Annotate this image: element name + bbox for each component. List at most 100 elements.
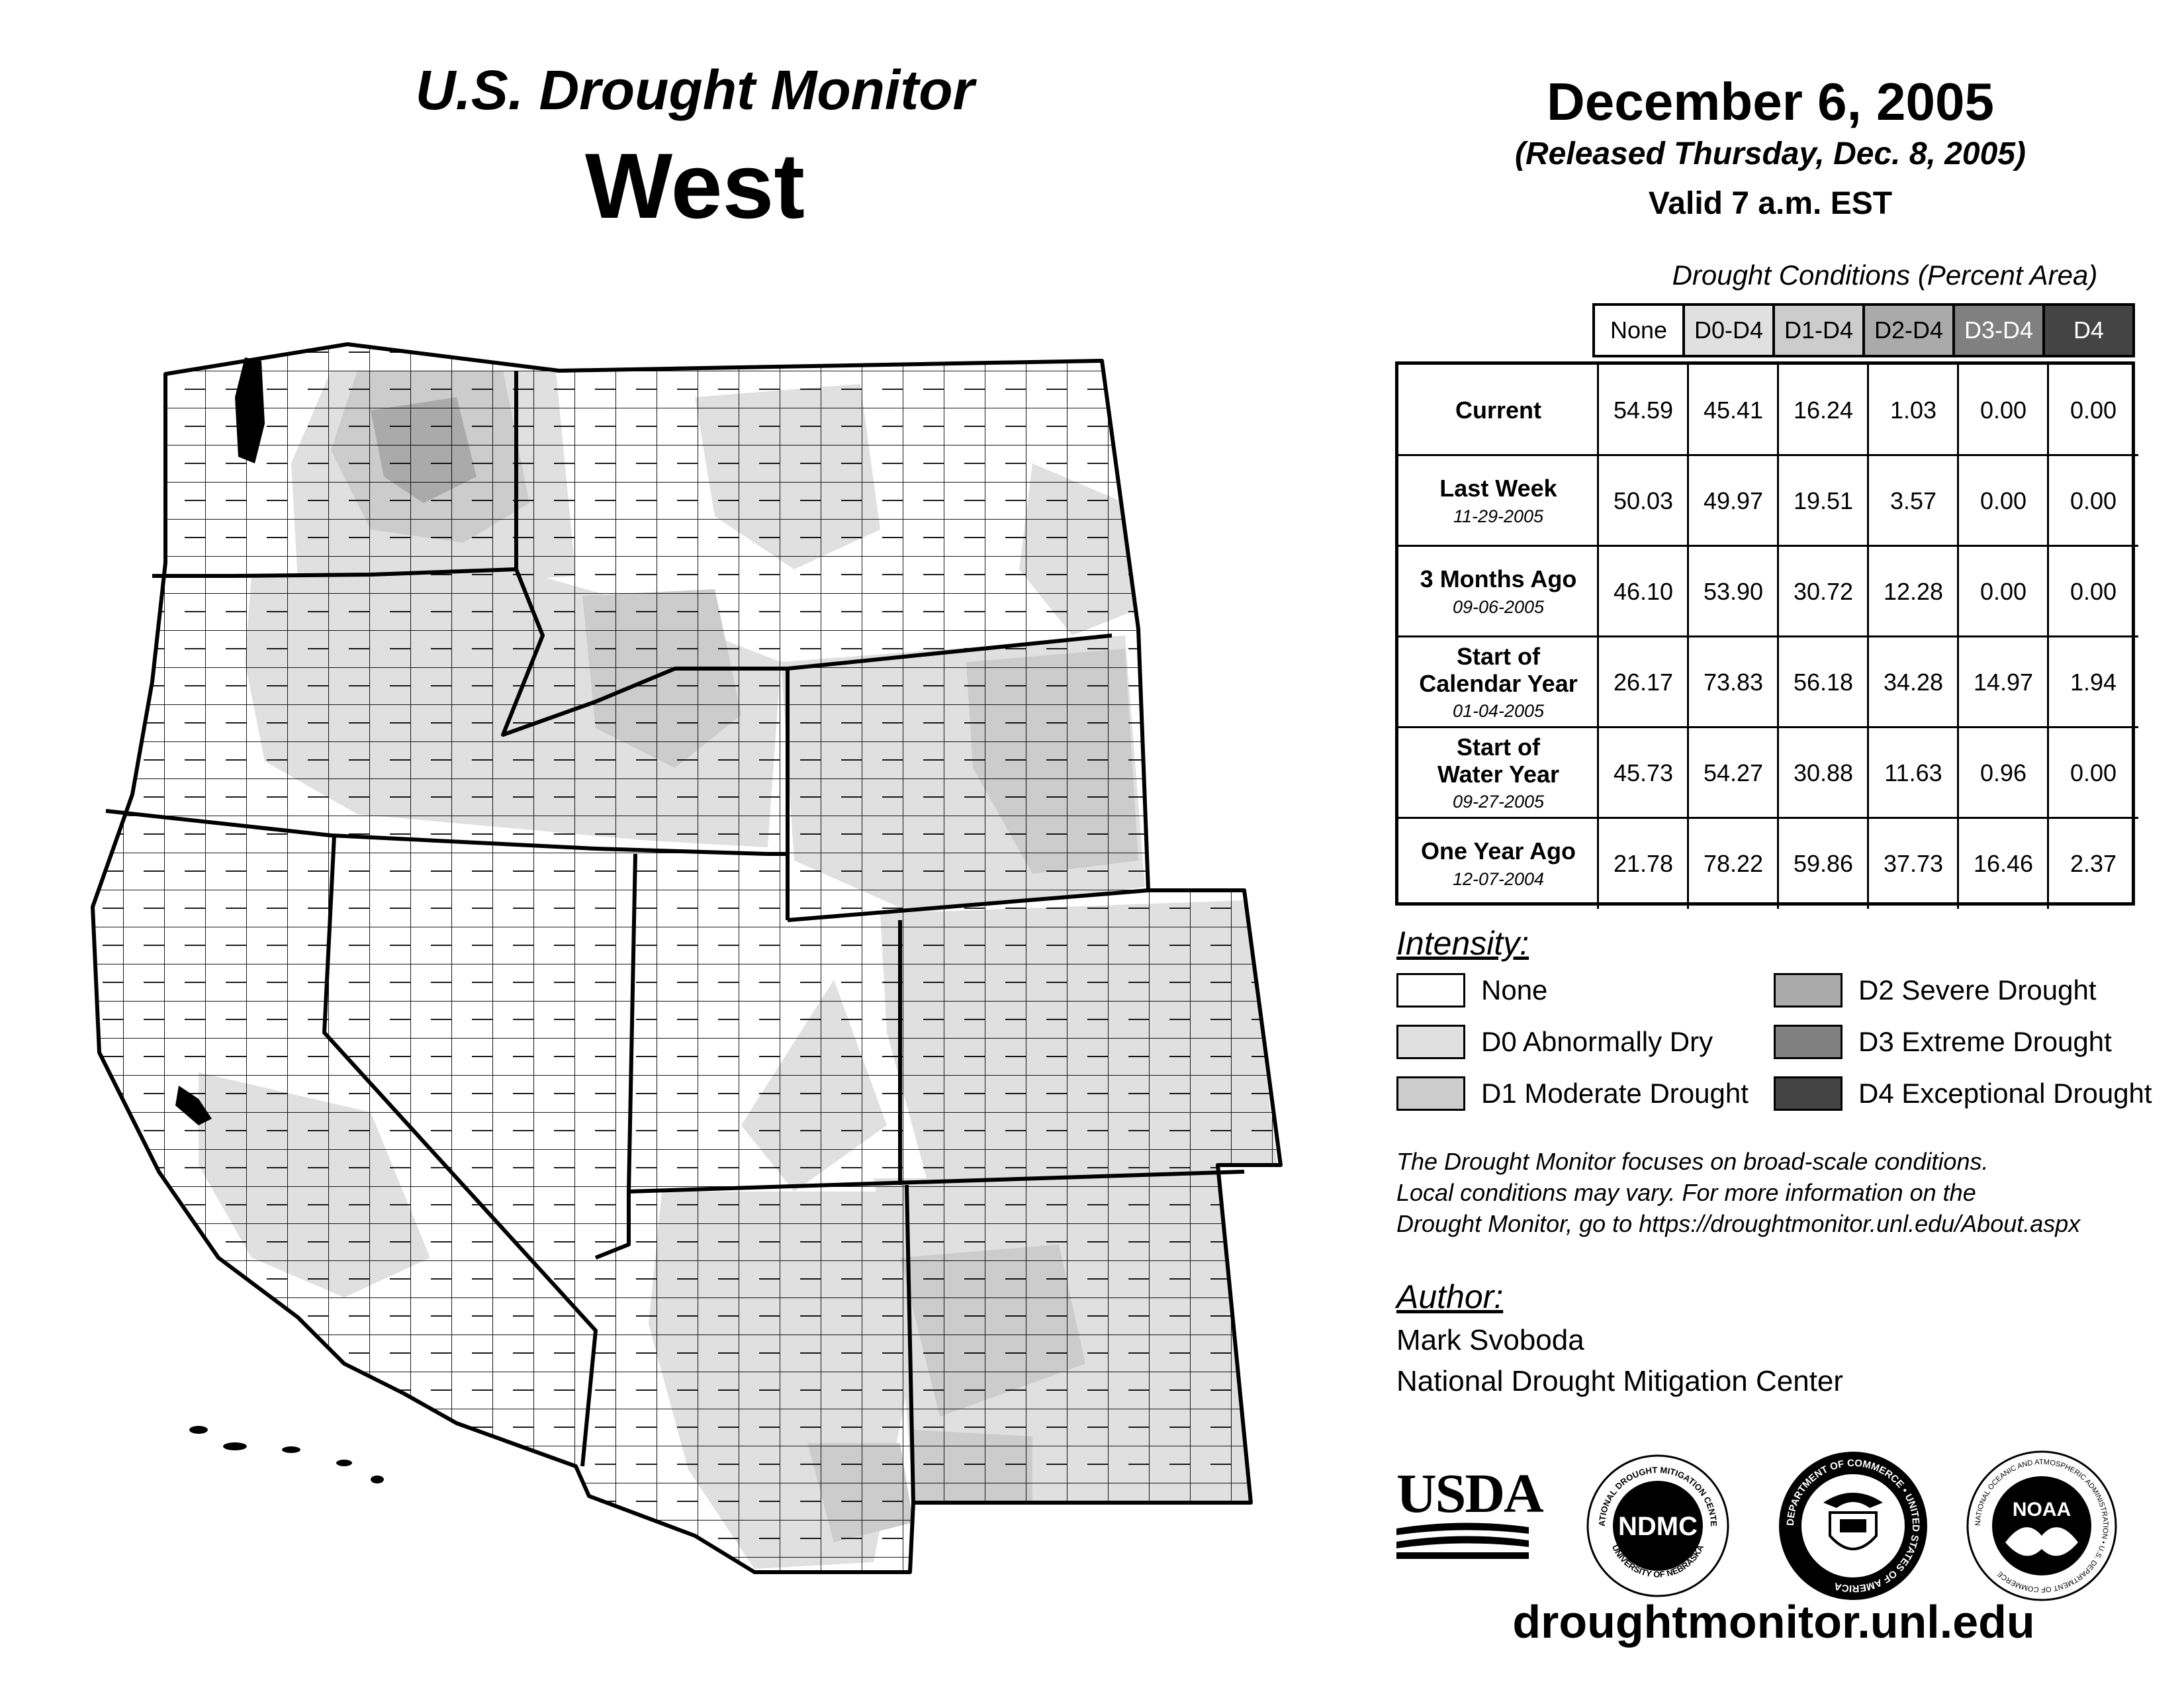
author-name: Mark Svoboda (1396, 1324, 1584, 1356)
table-cell: 16.46 (1973, 849, 2034, 877)
legend-swatch (1774, 973, 1843, 1008)
row-label: Last Week 11-29-2005 (1398, 455, 1598, 546)
row-date: 09-06-2005 (1452, 596, 1545, 617)
table-cell: 2.37 (2070, 849, 2117, 877)
wa-or-border (152, 567, 517, 578)
table-cell: 30.88 (1793, 759, 1854, 786)
disclaimer-line: The Drought Monitor focuses on broad-sca… (1396, 1148, 1989, 1175)
row-date: 01-04-2005 (1452, 701, 1545, 722)
row-label-line: Water Year (1437, 760, 1560, 788)
disclaimer-line: Drought Monitor, go to https://droughtmo… (1396, 1209, 2081, 1237)
row-label: Start of Water Year 09-27-2005 (1398, 727, 1598, 818)
table-gridline (1398, 726, 2138, 728)
table-cell: 14.97 (1973, 668, 2034, 696)
commerce-seal-icon: DEPARTMENT OF COMMERCE • UNITED STATES O… (1779, 1452, 1927, 1600)
ca-nv-diag (322, 835, 598, 1467)
table-cell: 0.00 (1979, 577, 2027, 605)
legend-label: D0 Abnormally Dry (1481, 1026, 1713, 1057)
coastal-detail (175, 357, 384, 1483)
column-header: D2-D4 (1862, 303, 1955, 357)
table-gridline (1398, 454, 2138, 456)
legend-swatch (1396, 1025, 1465, 1059)
table-cell: 0.00 (2070, 487, 2117, 514)
table-cell: 37.73 (1883, 849, 1944, 877)
ndmc-seal-icon: NATIONAL DROUGHT MITIGATION CENTER UNIVE… (1582, 1445, 1729, 1597)
table-cell: 34.28 (1883, 668, 1944, 696)
table-cell: 45.73 (1613, 759, 1674, 786)
legend-swatch (1396, 1076, 1465, 1111)
table-cell: 16.24 (1793, 396, 1854, 424)
table-cell: 50.03 (1613, 487, 1674, 514)
row-label: Current (1398, 365, 1598, 455)
legend-label: D2 Severe Drought (1858, 974, 2097, 1006)
table-body: Current 54.59 45.41 16.24 1.03 0.00 0.00 Last W… (1395, 361, 2138, 909)
noaa-logo: NATIONAL OCEANIC AND ATMOSPHERIC ADMINIS… (1966, 1450, 2118, 1602)
legend: None D0 Abnormally Dry D1 Moderate Drought… (1396, 973, 2177, 1132)
row-label-line: One Year Ago (1420, 837, 1576, 865)
table-cell: 46.10 (1613, 577, 1674, 605)
table-cell: 26.17 (1613, 668, 1674, 696)
nv-east (627, 853, 637, 1192)
state-boundaries (91, 342, 1283, 1574)
column-header: None (1592, 303, 1685, 357)
or-ca-nv-border (105, 809, 768, 856)
table-cell: 45.41 (1703, 396, 1764, 424)
table-cell: 0.00 (1979, 396, 2027, 424)
table-cell: 1.03 (1889, 396, 1937, 424)
table-cell: 21.78 (1613, 849, 1674, 877)
usda-swoosh-icon (1396, 1523, 1529, 1559)
table-cell: 0.00 (2070, 577, 2117, 605)
row-label-line: Last Week (1439, 475, 1557, 502)
row-label-line: Current (1455, 396, 1541, 424)
table-caption: Drought Conditions (Percent Area) (1672, 259, 2098, 291)
row-label: 3 Months Ago 09-06-2005 (1398, 546, 1598, 637)
table-cell: 0.96 (1979, 759, 2027, 786)
table-cell: 1.94 (2070, 668, 2117, 696)
table-cell: 59.86 (1793, 849, 1854, 877)
table-gridline (1398, 817, 2138, 819)
table-cell: 30.72 (1793, 577, 1854, 605)
noaa-seal-icon: NATIONAL OCEANIC AND ATMOSPHERIC ADMINIS… (1966, 1450, 2117, 1601)
legend-label: D4 Exceptional Drought (1858, 1078, 2152, 1109)
valid-time: Valid 7 a.m. EST (1648, 186, 1893, 221)
table-cell: 12.28 (1883, 577, 1944, 605)
noaa-wordmark: NOAA (2013, 1499, 2071, 1521)
legend-swatch (1396, 973, 1465, 1008)
region-outline (91, 342, 1283, 1574)
id-mt-border (501, 371, 788, 737)
column-header: D0-D4 (1682, 303, 1775, 357)
site-url[interactable]: droughtmonitor.unl.edu (1512, 1596, 2035, 1648)
author-org: National Drought Mitigation Center (1396, 1365, 1844, 1397)
row-label-line: 3 Months Ago (1420, 565, 1577, 593)
table-cell: 56.18 (1793, 668, 1854, 696)
wy-south (787, 888, 1149, 922)
drought-map (91, 342, 1283, 1574)
ndmc-logo: NATIONAL DROUGHT MITIGATION CENTER UNIVE… (1582, 1445, 1731, 1599)
table-cell: 78.22 (1703, 849, 1764, 877)
table-cell: 19.51 (1793, 487, 1854, 514)
product-title: U.S. Drought Monitor (415, 59, 975, 121)
legend-title: Intensity: (1396, 925, 1529, 962)
nv-az-bend (594, 1192, 631, 1260)
legend-swatch (1774, 1025, 1843, 1059)
row-date: 12-07-2004 (1452, 868, 1545, 889)
disclaimer: The Drought Monitor focuses on broad-sca… (1396, 1147, 2164, 1239)
row-label: One Year Ago 12-07-2004 (1398, 818, 1598, 909)
ndmc-wordmark: NDMC (1618, 1512, 1698, 1541)
column-header: D4 (2042, 303, 2135, 357)
mt-wy-line (787, 633, 1113, 671)
wy-ut-join (768, 852, 790, 920)
four-corners-line (628, 1170, 1245, 1194)
release-date: (Released Thursday, Dec. 8, 2005) (1515, 136, 2026, 171)
county-lines (93, 344, 1281, 1572)
legend-swatch (1774, 1076, 1843, 1111)
table-cell: 11.63 (1884, 759, 1942, 786)
row-date: 11-29-2005 (1453, 506, 1544, 526)
table-cell: 73.83 (1703, 668, 1764, 696)
map-body (93, 344, 1281, 1572)
commerce-logo: DEPARTMENT OF COMMERCE • UNITED STATES O… (1777, 1450, 1929, 1602)
table-cell: 0.00 (2070, 396, 2117, 424)
row-label-line: Start of (1457, 733, 1540, 761)
legend-label: D1 Moderate Drought (1481, 1078, 1749, 1109)
row-label: Start of Calendar Year 01-04-2005 (1398, 637, 1598, 727)
